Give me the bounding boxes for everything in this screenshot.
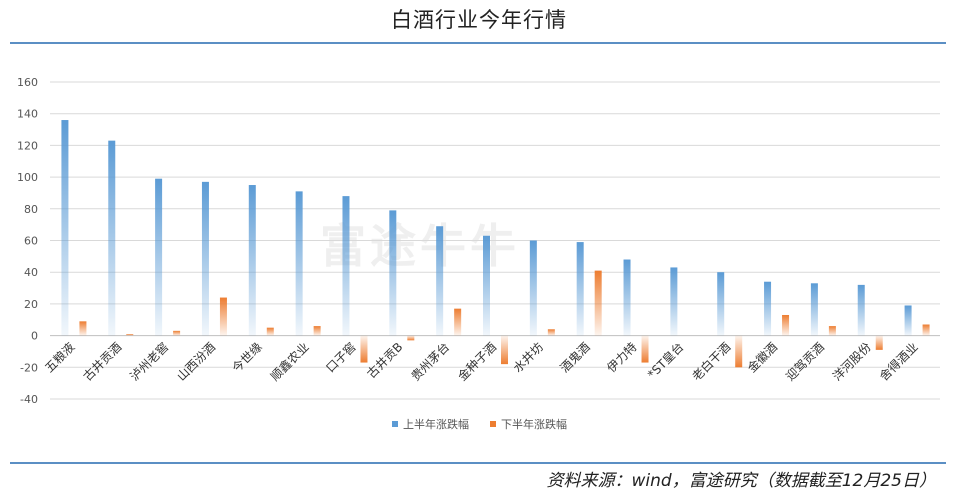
category-label: 泸州老窖 [127, 339, 172, 384]
page-title: 白酒行业今年行情 [391, 8, 567, 32]
bar-h1 [576, 242, 584, 336]
legend-swatch [392, 421, 398, 427]
legend-swatch [490, 421, 496, 427]
category-label: 古井贡酒 [80, 339, 125, 384]
y-tick-label: 140 [17, 108, 38, 121]
bar-h2 [594, 270, 602, 336]
bar-h1 [670, 267, 678, 336]
bar-h1 [857, 284, 865, 336]
bar-h2 [266, 327, 274, 336]
grid-lines [50, 81, 940, 400]
category-label: 酒鬼酒 [557, 339, 593, 375]
bar-h1 [717, 272, 725, 336]
bar-h1 [389, 210, 397, 336]
category-label: 洋河股份 [829, 339, 874, 384]
bar-h2 [360, 335, 368, 363]
bar-h1 [108, 140, 116, 336]
bar-h2 [219, 297, 227, 336]
bar-h1 [61, 120, 69, 336]
category-label: 金种子酒 [455, 339, 500, 384]
y-tick-label: 20 [24, 298, 38, 311]
y-tick-label: 40 [24, 266, 38, 279]
bar-h1 [436, 226, 444, 336]
bar-h2 [79, 321, 87, 336]
bar-h1 [483, 235, 490, 336]
bar-h1 [342, 196, 350, 336]
bar-h1 [155, 178, 163, 336]
category-label: 山西汾酒 [174, 340, 218, 384]
category-label: 水井坊 [510, 339, 546, 375]
legend: 上半年涨跌幅 下半年涨跌幅 [392, 417, 567, 431]
category-label: 顺鑫农业 [267, 339, 312, 384]
y-tick-label: 100 [17, 171, 38, 184]
y-tick-label: -40 [20, 393, 38, 406]
category-label: 今世缘 [229, 339, 265, 375]
bar-h2 [782, 314, 790, 336]
category-label: 金徽酒 [744, 339, 780, 375]
category-label: 伊力特 [604, 339, 640, 375]
bar-h2 [547, 329, 555, 336]
bar-h2 [407, 335, 415, 341]
y-tick-label: 160 [17, 76, 38, 89]
bar-h1 [295, 191, 303, 336]
bar-h2 [735, 335, 743, 368]
bar-h1 [904, 305, 912, 336]
footer-divider [10, 462, 946, 464]
bars [61, 120, 930, 368]
category-label: 舍得酒业 [876, 339, 921, 384]
bar-h1 [529, 240, 537, 336]
category-label: 贵州茅台 [408, 339, 453, 384]
category-label: 古井贡B [364, 339, 406, 381]
bar-h2 [173, 330, 181, 336]
bar-h2 [501, 335, 508, 365]
category-label: *ST皇台 [644, 339, 686, 381]
bar-h2 [828, 326, 836, 336]
category-labels: 五粮液 古井贡酒 泸州老窖 山西汾酒 今世缘 顺鑫农业 口子窖 古井贡B 贵州茅台 金种子酒 水井坊… [41, 339, 920, 384]
category-label: 五粮液 [41, 339, 77, 375]
bar-h2 [126, 334, 134, 336]
y-axis: -40 -20 0 20 40 60 80 100 120 140 160 [17, 76, 38, 406]
legend-label: 上半年涨跌幅 [403, 417, 469, 431]
category-label: 老白干酒 [689, 339, 734, 384]
source-note: 资料来源：wind，富途研究（数据截至12月25日） [546, 471, 936, 491]
y-tick-label: 80 [24, 203, 38, 216]
legend-label: 下半年涨跌幅 [501, 417, 567, 431]
bar-h1 [201, 181, 209, 336]
bar-h2 [922, 324, 930, 336]
category-label: 口子窖 [323, 339, 359, 375]
bar-h1 [810, 283, 818, 336]
bar-h1 [764, 281, 772, 336]
y-tick-label: 0 [31, 330, 38, 343]
bar-h2 [313, 326, 321, 336]
bar-h2 [454, 308, 462, 336]
title-divider [10, 42, 946, 44]
y-tick-label: 60 [24, 235, 38, 248]
bar-h2 [641, 335, 649, 363]
y-tick-label: 120 [17, 139, 38, 152]
category-label: 迎驾贡酒 [783, 340, 827, 384]
bar-h1 [623, 259, 631, 336]
bar-h1 [248, 185, 256, 336]
y-tick-label: -20 [20, 361, 38, 374]
bar-chart: -40 -20 0 20 40 60 80 100 120 140 160 五粮液 古井贡酒 泸州老窖山… [17, 76, 940, 431]
bar-h2 [875, 335, 883, 350]
